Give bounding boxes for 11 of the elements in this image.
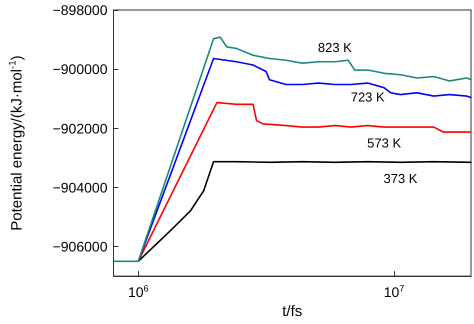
y-tick-label: −906000 — [52, 238, 108, 255]
y-tick-label: −904000 — [52, 179, 108, 196]
y-tick-label: −900000 — [52, 61, 108, 78]
y-tick-label: −902000 — [52, 120, 108, 136]
series-label: 723 K — [350, 90, 386, 105]
series-label: 373 K — [383, 170, 418, 186]
y-tick-label: −898000 — [52, 2, 108, 18]
y-axis-title: Potential energy/(kJ·mol-1) — [8, 55, 26, 231]
series-label: 823 K — [318, 40, 352, 56]
x-axis-title: t/fs — [282, 303, 302, 320]
series-label: 573 K — [367, 136, 402, 151]
